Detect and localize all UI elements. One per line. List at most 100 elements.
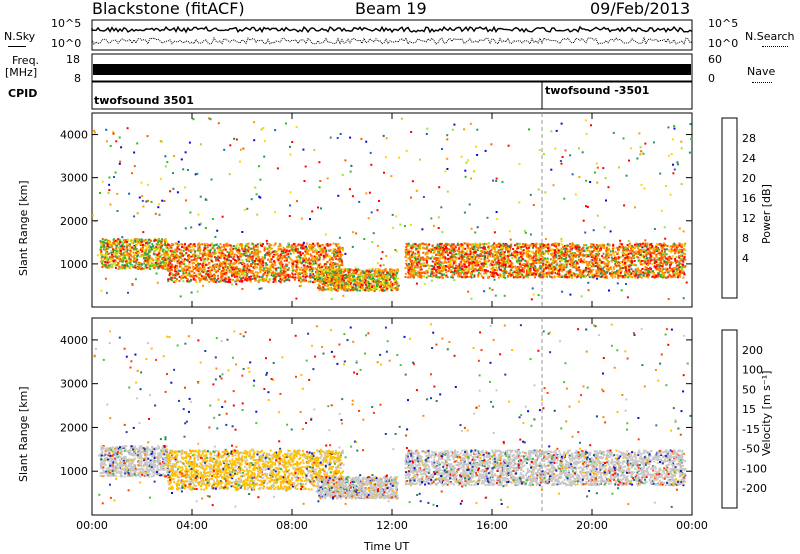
noise-pixel <box>467 290 470 293</box>
echo-pixel <box>270 272 273 275</box>
echo-pixel <box>277 260 280 263</box>
echo-pixel <box>232 257 235 260</box>
echo-pixel <box>498 268 501 271</box>
noise-pixel <box>263 155 266 158</box>
echo-pixel <box>273 272 276 274</box>
echo-pixel <box>271 264 274 267</box>
echo-pixel <box>537 256 540 259</box>
echo-pixel <box>261 256 264 259</box>
echo-pixel <box>116 244 119 247</box>
noise-pixel <box>390 175 393 178</box>
echo-pixel <box>206 243 209 246</box>
echo-pixel <box>284 257 287 260</box>
noise-pixel <box>644 265 647 268</box>
echo-pixel <box>371 276 374 279</box>
echo-pixel <box>366 285 368 288</box>
echo-pixel <box>251 261 254 264</box>
echo-pixel <box>183 263 186 266</box>
echo-pixel <box>209 273 212 276</box>
echo-pixel <box>177 269 180 272</box>
echo-pixel <box>283 272 286 275</box>
echo-pixel <box>223 245 226 248</box>
noise-pixel <box>484 149 487 152</box>
noise-pixel <box>309 218 311 221</box>
echo-pixel <box>154 256 157 259</box>
echo-pixel <box>303 254 306 257</box>
echo-pixel <box>253 245 256 248</box>
echo-pixel <box>243 254 246 257</box>
echo-pixel <box>164 244 167 246</box>
noise-pixel <box>491 288 494 291</box>
echo-pixel <box>127 253 130 256</box>
echo-pixel <box>217 247 220 250</box>
echo-pixel <box>332 248 335 250</box>
noise-pixel <box>594 171 596 174</box>
echo-pixel <box>318 258 321 261</box>
echo-pixel <box>326 280 329 282</box>
echo-pixel <box>433 257 436 260</box>
noise-pixel <box>430 279 433 282</box>
echo-pixel <box>328 280 331 283</box>
echo-pixel <box>336 270 339 273</box>
echo-pixel <box>204 257 207 260</box>
echo-pixel <box>117 238 120 241</box>
noise-pixel <box>370 211 373 214</box>
echo-pixel <box>160 253 163 256</box>
echo-pixel <box>201 257 204 260</box>
echo-pixel <box>172 250 175 253</box>
echo-pixel <box>491 259 494 262</box>
echo-pixel <box>130 238 133 241</box>
echo-pixel <box>601 274 604 277</box>
noise-pixel <box>260 287 263 290</box>
echo-pixel <box>132 255 135 258</box>
noise-pixel <box>380 257 383 260</box>
noise-pixel <box>376 209 379 212</box>
echo-pixel <box>150 246 152 249</box>
noise-pixel <box>188 141 191 144</box>
noise-pixel <box>379 264 382 267</box>
echo-pixel <box>555 250 558 253</box>
echo-pixel <box>545 275 548 278</box>
echo-pixel <box>173 273 176 276</box>
echo-pixel <box>337 286 340 289</box>
noise-pixel <box>370 163 373 166</box>
echo-pixel <box>277 259 280 261</box>
echo-pixel <box>537 251 540 254</box>
echo-pixel <box>224 271 226 274</box>
echo-pixel <box>304 265 307 268</box>
noise-pixel <box>336 137 339 139</box>
echo-pixel <box>168 262 171 265</box>
noise-pixel <box>281 249 284 251</box>
echo-pixel <box>263 246 266 249</box>
echo-pixel <box>630 247 632 250</box>
echo-pixel <box>176 260 179 263</box>
noise-pixel <box>523 229 526 232</box>
echo-pixel <box>231 253 234 256</box>
noise-pixel <box>260 128 263 131</box>
echo-pixel <box>108 265 111 268</box>
echo-pixel <box>264 278 266 281</box>
echo-pixel <box>598 257 601 260</box>
echo-pixel <box>119 255 121 258</box>
noise-pixel <box>673 125 676 128</box>
echo-pixel <box>245 265 248 268</box>
echo-pixel <box>197 269 199 272</box>
echo-pixel <box>224 254 227 257</box>
echo-pixel <box>625 276 628 279</box>
freq-frame <box>91 53 693 82</box>
echo-pixel <box>365 286 368 289</box>
echo-pixel <box>318 245 321 248</box>
noise-pixel <box>211 218 214 220</box>
echo-pixel <box>134 260 137 263</box>
nsky-label: N.Sky <box>4 30 36 43</box>
echo-pixel <box>174 264 177 267</box>
echo-pixel <box>371 268 374 271</box>
noise-pixel <box>640 150 643 153</box>
echo-pixel <box>656 258 659 261</box>
echo-pixel <box>591 262 594 264</box>
echo-pixel <box>385 269 388 272</box>
echo-pixel <box>161 250 164 253</box>
echo-pixel <box>133 241 136 244</box>
echo-pixel <box>304 259 307 262</box>
noise-pixel <box>217 122 220 125</box>
